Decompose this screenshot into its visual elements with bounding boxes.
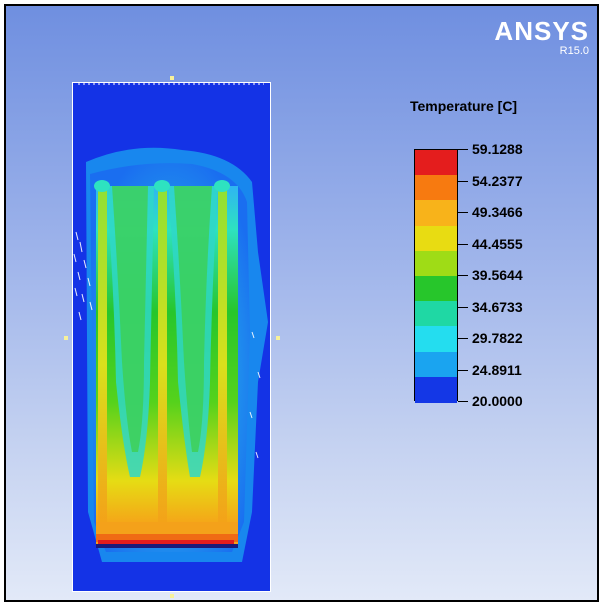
fin-cap-3 bbox=[214, 180, 230, 192]
legend-tick-label: 59.1288 bbox=[472, 141, 523, 157]
channel-2-core bbox=[174, 186, 212, 452]
legend-tick-label: 49.3466 bbox=[472, 204, 523, 220]
legend-tick bbox=[458, 243, 468, 245]
axis-mark-left bbox=[64, 336, 68, 340]
brand-version: R15.0 bbox=[559, 45, 589, 57]
channel-1-core bbox=[112, 186, 148, 452]
legend-title: Temperature [C] bbox=[410, 98, 518, 114]
fin-1 bbox=[98, 186, 107, 544]
fin-2 bbox=[158, 186, 167, 544]
legend-color-segment bbox=[415, 150, 457, 176]
domain-border bbox=[72, 82, 271, 592]
heat-source-strip bbox=[98, 540, 234, 544]
fin-cap-1 bbox=[94, 180, 110, 192]
axis-mark-bottom bbox=[170, 594, 174, 598]
legend-tick-label: 39.5644 bbox=[472, 267, 523, 283]
legend-tick bbox=[458, 401, 468, 402]
legend-color-segment bbox=[415, 250, 457, 277]
brand-name: ANSYS bbox=[494, 16, 589, 46]
legend-tick bbox=[458, 369, 468, 371]
legend-tick bbox=[458, 212, 468, 213]
axis-mark-top bbox=[170, 76, 174, 80]
legend-tick bbox=[458, 306, 468, 308]
base-hot-zone bbox=[96, 534, 238, 542]
legend-tick bbox=[458, 180, 468, 182]
legend-tick-label: 24.8911 bbox=[472, 361, 522, 378]
legend-tick-label: 54.2377 bbox=[472, 172, 523, 189]
legend-tick-label: 20.0000 bbox=[472, 393, 523, 409]
legend-color-segment bbox=[415, 175, 457, 202]
contour-svg bbox=[72, 82, 271, 592]
legend-tick bbox=[458, 338, 468, 339]
legend-tick bbox=[458, 149, 468, 150]
legend-color-segment bbox=[415, 200, 457, 227]
base-plate bbox=[96, 544, 238, 548]
fin-cap-2 bbox=[154, 180, 170, 192]
viewport[interactable]: ANSYS R15.0 Temperature [C] 59.1288 54.23… bbox=[4, 4, 599, 602]
fin-3 bbox=[218, 186, 227, 544]
color-legend-bar bbox=[414, 149, 458, 403]
legend-color-segment bbox=[415, 376, 457, 403]
legend-color-segment bbox=[415, 301, 457, 328]
legend-color-segment bbox=[415, 326, 457, 353]
legend-tick-label: 34.6733 bbox=[472, 298, 523, 315]
legend-tick bbox=[458, 275, 468, 276]
temperature-contour-plot[interactable] bbox=[72, 82, 271, 592]
legend-color-segment bbox=[415, 276, 457, 302]
axis-mark-right bbox=[276, 336, 280, 340]
ansys-logo: ANSYS R15.0 bbox=[494, 18, 589, 58]
legend-tick-label: 44.4555 bbox=[472, 235, 523, 252]
vector-specks bbox=[73, 231, 261, 459]
legend-tick-label: 29.7822 bbox=[472, 330, 523, 346]
legend-color-segment bbox=[415, 351, 457, 378]
legend-color-segment bbox=[415, 225, 457, 252]
